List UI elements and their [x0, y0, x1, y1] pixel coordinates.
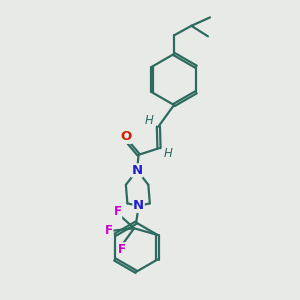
Text: F: F [118, 243, 125, 256]
Text: F: F [114, 205, 122, 218]
Text: F: F [105, 224, 113, 237]
Text: N: N [133, 199, 144, 212]
Text: N: N [131, 164, 143, 177]
Text: H: H [145, 113, 154, 127]
Text: O: O [120, 130, 132, 143]
Text: H: H [164, 147, 172, 160]
